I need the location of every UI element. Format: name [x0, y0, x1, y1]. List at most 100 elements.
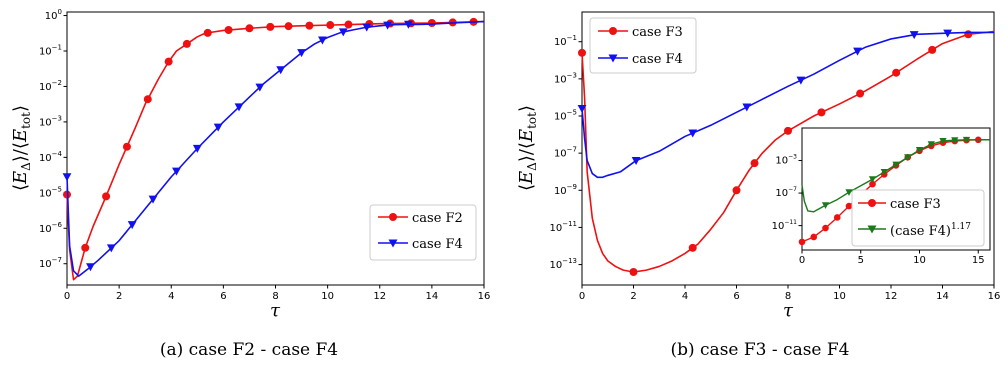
panel-a-ytick-label--6: 10−6	[39, 221, 63, 235]
panel-a-series-1-point-8	[234, 103, 244, 112]
panel-b-ytick-label--1: 10−1	[554, 34, 577, 48]
panel-b-series-0-point-3	[732, 186, 741, 195]
panel-b-xtick-label-14: 14	[936, 291, 949, 302]
panel-b-caption: (b) case F3 - case F4	[670, 340, 849, 360]
inset-ytick-label--11: 10−11	[772, 219, 798, 232]
legend-label-f2: case F2	[412, 211, 463, 226]
panel-a-ytick-label--2: 10−2	[39, 79, 62, 93]
inset-series-1-point-5	[904, 154, 912, 161]
legend-label-f4b: case F4	[632, 52, 683, 67]
inset-series-1-point-1	[845, 189, 853, 196]
panel-b-axes: 0 2 4 6 8 10 12 14 16 10−1 10−3 10−5 10−7 10−9 10−11 10…	[549, 34, 1000, 302]
inset-series-0-point-1	[810, 233, 818, 241]
panel-b-series-0-point-0	[578, 48, 586, 57]
panel-b-series-1-point-0	[577, 104, 587, 113]
panel-b-xtick-label-16: 16	[988, 291, 1001, 302]
panel-b-series-1-point-3	[742, 103, 752, 112]
panel-a-series-0-point-8	[224, 26, 233, 35]
panel-b-xtick-label-2: 2	[630, 291, 636, 302]
panel-a-xtick-label-16: 16	[478, 291, 491, 302]
panel-b-ytick-label--9: 10−9	[554, 183, 577, 197]
panel-a-ytick-label--4: 10−4	[39, 150, 63, 164]
legend-marker-f2	[389, 213, 397, 221]
panel-a-series-1-point-7	[213, 123, 223, 132]
panel-a-axes: 0 2 4 6 8 10 12 14 16 100 10−1 10−2 10−3 10−4 10−5 10−6…	[39, 8, 490, 302]
panel-a-ytick-label--1: 10−1	[39, 44, 62, 58]
panel-a-xtick-label-10: 10	[321, 291, 334, 302]
legend-marker-f4	[388, 239, 398, 248]
inset-series-1-point-9	[951, 137, 959, 144]
panel-b-xtick-label-6: 6	[733, 291, 739, 302]
panel-a-caption: (a) case F2 - case F4	[160, 340, 338, 360]
panel-b-legend: case F3 case F4	[589, 17, 697, 74]
panel-a-series-0-point-10	[266, 22, 275, 31]
panel-a-series-0-point-6	[182, 39, 191, 48]
inset-series-0-point-4	[845, 202, 853, 210]
panel-a-xtick-label-14: 14	[426, 291, 439, 302]
panel-b: 0 2 4 6 8 10 12 14 16 10−1 10−3 10−5 10−7 10−9 10−11 10…	[516, 11, 1000, 360]
panel-a-xtick-label-0: 0	[64, 291, 70, 302]
inset-series-1-point-7	[927, 141, 935, 148]
panel-a-series-1-point-14	[362, 23, 372, 32]
panel-a-series-0-point-12	[305, 21, 314, 30]
panel-b-ylabel: ⟨EΔ⟩/⟨Etot⟩	[516, 105, 539, 191]
panel-a-series-0-point-2	[102, 192, 111, 201]
panel-b-ytick-label--7: 10−7	[554, 146, 577, 160]
panel-a-series-0-point-11	[284, 22, 293, 31]
panel-a-series-1-point-10	[276, 66, 286, 75]
panel-a-xtick-label-6: 6	[220, 291, 226, 302]
inset-ytick-label--7: 10−7	[775, 186, 797, 199]
panel-b-ytick-label--5: 10−5	[554, 109, 577, 123]
panel-b-series-line-0	[581, 30, 995, 273]
panel-b-series-1-point-4	[796, 76, 806, 85]
panel-b-ytick-label--3: 10−3	[554, 71, 577, 85]
inset-legend: case F3 (case F4)1.17	[851, 189, 985, 247]
inset-legend-marker-f4pow	[867, 225, 877, 234]
inset-series-1-point-10	[962, 136, 971, 144]
panel-b-series-1-point-5	[853, 47, 862, 56]
legend-marker-f4b	[608, 54, 618, 63]
inset-legend-marker-f3	[868, 199, 876, 207]
panel-a-series-1-point-9	[255, 83, 265, 92]
panel-a-series-0-point-1	[81, 243, 90, 252]
panel-b-series-line-1	[581, 31, 994, 179]
inset-legend-label-f3: case F3	[890, 197, 941, 212]
panel-b-xtick-label-12: 12	[885, 291, 898, 302]
panel-a-series-1-point-0	[62, 173, 72, 182]
panel-a-series-1-point-12	[318, 36, 327, 45]
inset-series-0-point-0	[798, 238, 806, 246]
panel-a-legend: case F2 case F4	[369, 204, 477, 261]
inset-axes: 0 5 10 15 10−3 10−7 10−11	[772, 154, 985, 266]
panel-b-series-0-point-1	[629, 268, 638, 276]
panel-a-series-0-point-14	[344, 20, 353, 29]
panel-a-ytick-label-0: 100	[45, 8, 62, 22]
panel-a-series-0-point-9	[245, 24, 254, 33]
panel-b-series-0-point-4	[750, 159, 759, 168]
panel-a-ytick-label--7: 10−7	[39, 256, 62, 270]
panel-a-ytick-label--5: 10−5	[39, 185, 62, 199]
inset-xtick-label-5: 5	[858, 255, 864, 266]
inset-series-0-point-2	[822, 224, 829, 232]
panel-b-series-1-point-2	[688, 129, 698, 138]
panel-a-series-1-point-6	[192, 144, 202, 153]
panel-a-xtick-label-4: 4	[168, 291, 174, 302]
panel-b-series-0-point-9	[928, 45, 937, 54]
inset-series-1-point-8	[939, 138, 947, 145]
inset: 0 5 10 15 10−3 10−7 10−11 case F3 (case F4)1.1…	[772, 127, 991, 266]
panel-a-series-1-point-4	[148, 195, 158, 204]
panel-b-series-0-point-6	[817, 108, 826, 117]
inset-series-1-point-6	[915, 146, 924, 154]
panel-a-series-1-point-15	[383, 21, 392, 30]
panel-b-xtick-label-4: 4	[682, 291, 688, 302]
inset-legend-box	[851, 189, 985, 247]
panel-a-series-0-point-5	[164, 57, 173, 66]
inset-series-1-point-0	[821, 202, 830, 209]
panel-b-ytick-label--13: 10−13	[549, 257, 577, 271]
panel-b-xtick-label-8: 8	[785, 291, 791, 302]
panel-a-xtick-label-8: 8	[272, 291, 278, 302]
panel-a-series-1-point-13	[338, 28, 348, 37]
panel-b-series-1-point-6	[909, 31, 919, 40]
panel-a-series-0-point-13	[326, 21, 335, 30]
panel-b-xlabel: τ	[783, 300, 794, 321]
